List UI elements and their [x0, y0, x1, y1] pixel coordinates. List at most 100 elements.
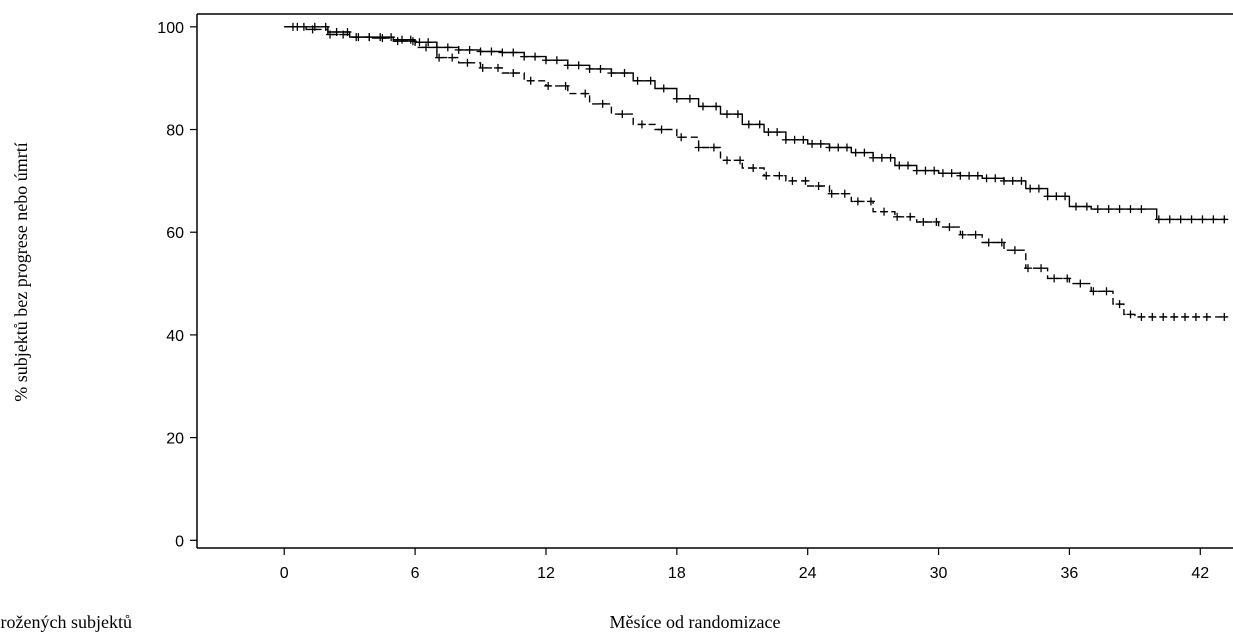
- series-1-censor-mark: [1198, 215, 1207, 224]
- series-1-censor-mark: [1154, 215, 1163, 224]
- series-2-censor-mark: [722, 156, 731, 165]
- series-2-censor-mark: [1010, 246, 1019, 255]
- series-1-censor-mark: [1165, 215, 1174, 224]
- series-2-censor-mark: [657, 125, 666, 134]
- y-axis: 0 20 40 60 80 100: [157, 20, 197, 550]
- series-2-censor-mark: [906, 212, 915, 221]
- series-2-censor-mark: [1181, 312, 1190, 321]
- series-1-censor-mark: [633, 76, 642, 85]
- series-1-censor-mark: [744, 120, 753, 129]
- series-1-censor-mark: [930, 166, 939, 175]
- footnote: Počet ohrožených subjektů: [0, 612, 132, 632]
- series-2-censor-mark: [1076, 279, 1085, 288]
- series-1-censor-mark: [851, 148, 860, 157]
- series-1-censor-mark: [877, 153, 886, 162]
- series-1-censor-mark: [398, 35, 407, 44]
- y-tick-label: 80: [166, 123, 184, 140]
- x-tick-label: 42: [1191, 565, 1209, 582]
- series-2-censor-mark: [581, 89, 590, 98]
- series-1-censor-mark: [498, 48, 507, 57]
- series-1-censor-mark: [755, 120, 764, 129]
- series-1-censor-mark: [733, 110, 742, 119]
- series-2-censor-mark: [1063, 274, 1072, 283]
- series-2-censor-mark: [509, 69, 518, 78]
- series-1-censor-mark: [781, 135, 790, 144]
- series-1-censor-mark: [999, 176, 1008, 185]
- series-2-censor-mark: [866, 197, 875, 206]
- series-1-censor-mark: [1071, 202, 1080, 211]
- series-2-censor-mark: [1126, 310, 1135, 319]
- series-2-censor-mark: [775, 171, 784, 180]
- series-2-line: [284, 26, 1227, 318]
- series-2-censor-mark: [694, 143, 703, 152]
- x-tick-label: 12: [537, 565, 555, 582]
- series-1-censor-mark: [973, 171, 982, 180]
- series-2-censor-mark: [463, 58, 472, 67]
- series-2-censor-mark: [801, 176, 810, 185]
- series-1-censor-mark: [387, 33, 396, 42]
- series-1-censor-mark: [596, 64, 605, 73]
- x-tick-label: 18: [668, 565, 686, 582]
- series-2-censor-mark: [677, 133, 686, 142]
- series-1-censor-mark: [842, 143, 851, 152]
- series-2-censor-mark: [749, 164, 758, 173]
- series-1-censor-mark: [1026, 184, 1035, 193]
- series-1-censor-mark: [443, 43, 452, 52]
- series-1-censor-mark: [659, 84, 668, 93]
- series-2-censor-mark: [736, 156, 745, 165]
- series-1-censor-mark: [646, 76, 655, 85]
- series-2-censor-mark: [997, 238, 1006, 247]
- series-1-censor-mark: [620, 69, 629, 78]
- series-2-censor-mark: [1037, 264, 1046, 273]
- series-2-censor-mark: [408, 37, 417, 46]
- y-tick-label: 20: [166, 431, 184, 448]
- series-1-censor-mark: [1209, 215, 1218, 224]
- series-2-censor-mark: [293, 22, 302, 31]
- series-1-censor-mark: [869, 153, 878, 162]
- series-1-censor-mark: [764, 128, 773, 137]
- series-1-censor-mark: [722, 110, 731, 119]
- x-tick-label: 6: [411, 565, 420, 582]
- series-1-censor-mark: [509, 48, 518, 57]
- series-1-censor-mark: [904, 161, 913, 170]
- series-1-censor-mark: [1052, 192, 1061, 201]
- y-tick-label: 60: [166, 225, 184, 242]
- x-tick-label: 30: [930, 565, 948, 582]
- series-1-censor-mark: [563, 61, 572, 70]
- x-axis-title: Měsíce od randomizace: [610, 612, 781, 632]
- series-1-censor-mark: [1104, 205, 1113, 214]
- series-2-censor-mark: [308, 25, 317, 34]
- series-1-censor-mark: [1115, 205, 1124, 214]
- series-2-censor-mark: [1220, 312, 1229, 321]
- series-2-censor-mark: [984, 238, 993, 247]
- series-2-censor-mark: [932, 217, 941, 226]
- series-1-censor-mark: [956, 171, 965, 180]
- series-2-censor-mark: [1148, 312, 1157, 321]
- series-2-censor-mark: [840, 189, 849, 198]
- y-tick-label: 0: [175, 533, 184, 550]
- series-2-censor-mark: [1170, 312, 1179, 321]
- series-2-censor-mark: [435, 53, 444, 62]
- series-2-censor-mark: [762, 171, 771, 180]
- series-2-censor-mark: [1050, 274, 1059, 283]
- series-1-censor-mark: [982, 174, 991, 183]
- series-2-censor-mark: [893, 212, 902, 221]
- series-2-censor-mark: [1102, 287, 1111, 296]
- series-2-censor-mark: [1159, 312, 1168, 321]
- x-tick-label: 0: [280, 565, 289, 582]
- series-1-censor-mark: [895, 161, 904, 170]
- series-2-censor-mark: [618, 110, 627, 119]
- series-1-censor-mark: [520, 52, 529, 61]
- series-2-censor-mark: [1202, 312, 1211, 321]
- series-2-censor-mark: [422, 43, 431, 52]
- y-axis-title: % subjektů bez progrese nebo úmrtí: [11, 142, 31, 401]
- series-2-censor-mark: [1191, 312, 1200, 321]
- series-1-censor-mark: [574, 61, 583, 70]
- series-1-censor-mark: [607, 69, 616, 78]
- series-1-censor-mark: [1034, 184, 1043, 193]
- series-1-censor-mark: [1008, 176, 1017, 185]
- series-1-censor-mark: [699, 102, 708, 111]
- series-2-censor-mark: [709, 143, 718, 152]
- series-1-censor-mark: [531, 52, 540, 61]
